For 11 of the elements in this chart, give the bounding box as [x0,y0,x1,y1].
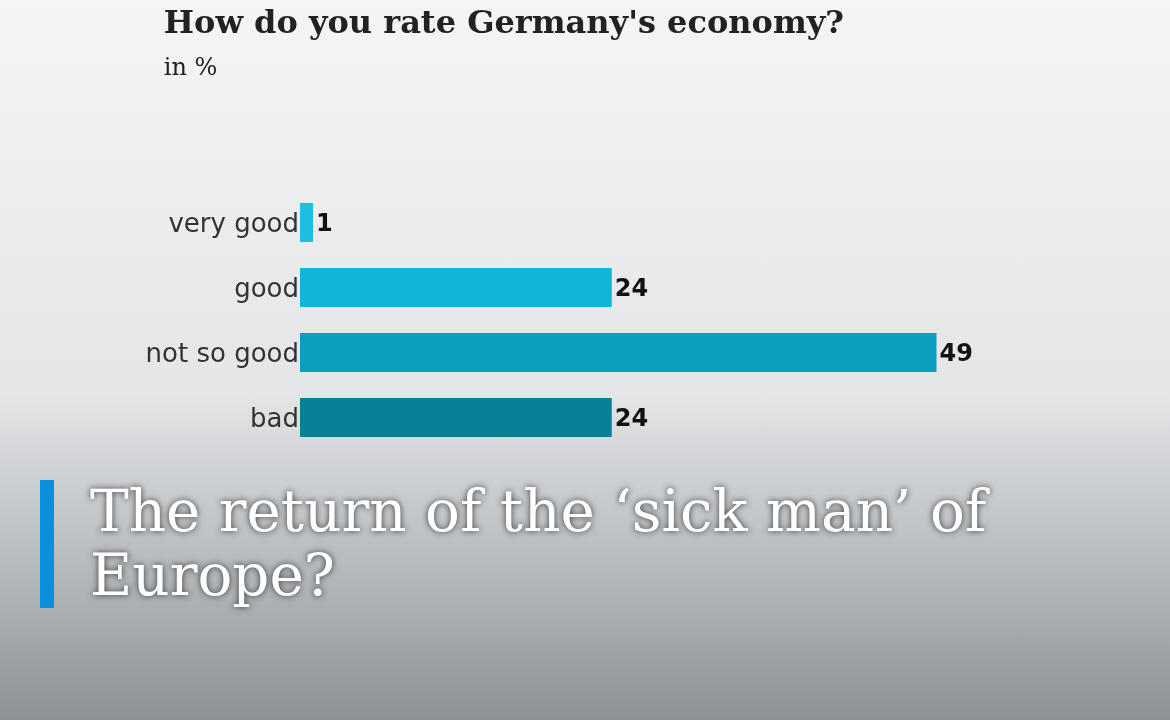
y-tick-label: good [234,272,299,303]
data-label: 1 [315,208,333,237]
data-label: 49 [939,338,973,367]
y-tick-label: bad [250,402,299,433]
chart-subtitle: in % [163,52,218,81]
y-tick-label: very good [168,207,299,238]
data-label: 24 [614,273,649,302]
chart-title: How do you rate Germany's economy? [163,2,845,41]
data-label: 24 [614,403,649,432]
text: The return of the ‘sick man’ of Europe? [40,477,1140,609]
y-tick-label: not so good [145,337,299,368]
